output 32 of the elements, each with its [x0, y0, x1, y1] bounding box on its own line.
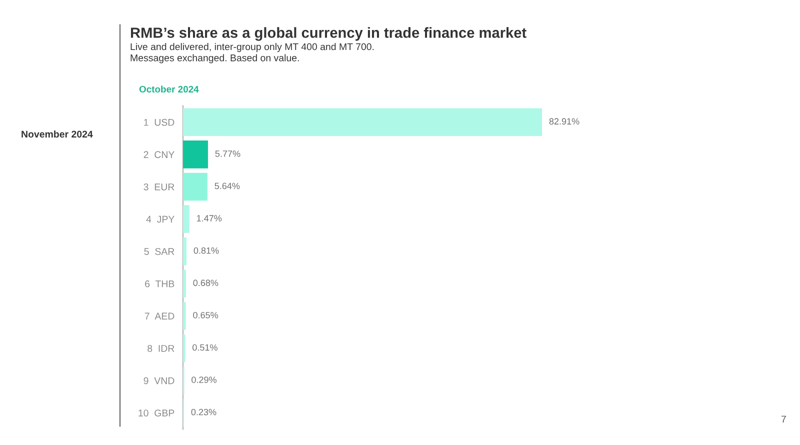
data-label: 5.77% [215, 150, 240, 157]
data-label: 0.29% [192, 376, 216, 383]
y-tick-label: 3 EUR [144, 183, 174, 190]
y-tick-label: 1 USD [144, 118, 174, 126]
chart-title: RMB’s share as a global currency in trade finance market [130, 27, 526, 41]
y-tick-label: 6 THB [145, 280, 174, 288]
y-tick-label: 9 VND [144, 377, 174, 384]
bar [183, 302, 186, 330]
data-label: 0.65% [193, 312, 218, 318]
text: November 2024 [22, 130, 93, 138]
data-label: 0.68% [193, 280, 218, 286]
data-label: 5.64% [214, 182, 240, 190]
text: October 2024 [139, 86, 199, 93]
data-label: 0.51% [192, 344, 218, 351]
y-tick-label: 7 AED [144, 312, 174, 320]
bar [183, 140, 208, 168]
bar [183, 172, 208, 201]
y-tick-label: 4 JPY [146, 216, 174, 223]
chart-subtitle: Live and delivered, inter-group only MT 400 and MT 700. Messages exchanged. Based on value. [130, 43, 374, 64]
data-label: 1.47% [197, 215, 222, 222]
bar [183, 270, 186, 298]
y-tick-label: 5 SAR [144, 248, 174, 255]
data-label: 0.81% [194, 247, 219, 254]
bar [183, 205, 190, 233]
y-tick-label: 10 GBP [138, 410, 174, 416]
data-label: 82.91% [549, 118, 580, 125]
data-label: 0.23% [191, 408, 216, 416]
text: 7 [782, 416, 786, 423]
y-tick-label: 2 CNY [144, 151, 174, 158]
y-tick-label: 8 IDR [148, 344, 174, 352]
bar [183, 237, 187, 266]
bar [183, 108, 542, 136]
